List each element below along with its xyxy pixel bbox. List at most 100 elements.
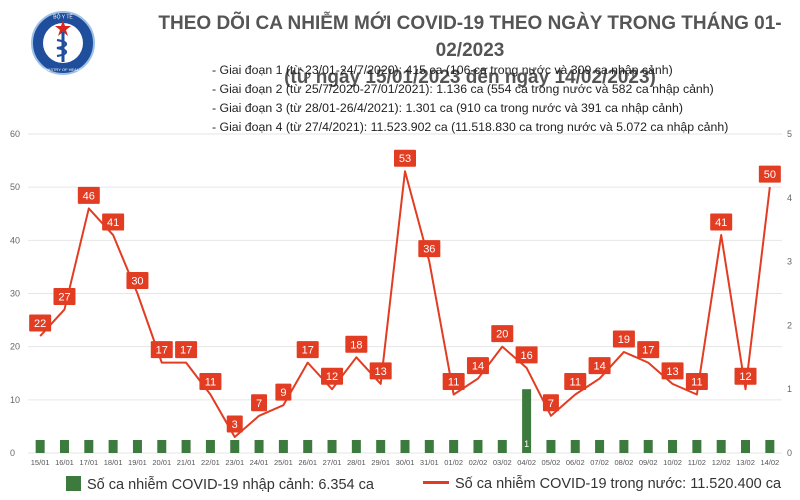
bar-imported <box>643 440 653 453</box>
line-data-label: 11 <box>448 377 459 389</box>
line-data-label: 20 <box>496 329 508 341</box>
bar-imported <box>254 440 264 453</box>
bar-imported <box>157 440 167 453</box>
line-label-box <box>102 213 125 231</box>
line-data-label: 12 <box>326 371 338 383</box>
line-label-box <box>150 341 173 359</box>
x-tick-label: 10/02 <box>663 458 682 467</box>
line-label-box <box>442 373 465 391</box>
bar-imported <box>181 440 191 453</box>
line-label-box <box>226 415 243 433</box>
line-data-label: 46 <box>83 190 95 202</box>
bar-imported <box>132 440 142 453</box>
y-right-tick-label: 4 <box>787 193 792 203</box>
y-left-tick-label: 40 <box>10 235 20 245</box>
bar-imported <box>400 440 410 453</box>
line-label-box <box>758 165 781 183</box>
line-label-box <box>321 367 344 385</box>
line-data-label: 41 <box>715 217 727 229</box>
x-tick-label: 17/01 <box>79 458 98 467</box>
line-data-label: 18 <box>350 339 362 351</box>
line-label-box <box>685 373 708 391</box>
chart-legend: Số ca nhiễm COVID-19 nhập cảnh: 6.354 ca… <box>0 474 800 496</box>
bar-imported <box>327 440 337 453</box>
line-data-label: 17 <box>302 345 314 357</box>
line-label-box <box>296 341 319 359</box>
bar-imported <box>449 440 459 453</box>
x-tick-label: 26/01 <box>298 458 317 467</box>
bar-imported <box>303 440 313 453</box>
line-label-box <box>345 335 368 353</box>
x-tick-label: 06/02 <box>566 458 585 467</box>
bar-imported <box>741 440 751 453</box>
legend-item-domestic: Số ca nhiễm COVID-19 trong nước: 11.520.… <box>423 476 781 492</box>
x-tick-label: 12/02 <box>712 458 731 467</box>
x-tick-label: 21/01 <box>177 458 196 467</box>
line-data-label: 41 <box>107 217 119 229</box>
legend-bar-swatch <box>66 476 81 491</box>
y-right-tick-label: 1 <box>787 384 792 394</box>
bar-imported <box>522 389 532 453</box>
bar-imported <box>692 440 702 453</box>
ministry-of-health-logo: BỘ Y TẾ MINISTRY OF HEALTH <box>31 11 95 75</box>
x-tick-label: 11/02 <box>688 458 706 467</box>
line-label-box <box>466 357 489 375</box>
bar-imported <box>351 440 361 453</box>
y-left-tick-label: 0 <box>10 448 15 458</box>
logo-text-bottom: MINISTRY OF HEALTH <box>42 67 84 72</box>
legend-item-imported: Số ca nhiễm COVID-19 nhập cảnh: 6.354 ca <box>66 476 374 493</box>
x-tick-label: 02/02 <box>469 458 488 467</box>
bar-imported <box>424 440 434 453</box>
line-label-box <box>661 362 684 380</box>
x-tick-label: 15/01 <box>31 458 50 467</box>
y-right-tick-label: 0 <box>787 448 792 458</box>
line-label-box <box>515 346 538 364</box>
x-tick-label: 07/02 <box>590 458 609 467</box>
line-label-box <box>77 186 100 204</box>
x-tick-label: 22/01 <box>201 458 220 467</box>
line-data-label: 7 <box>548 398 554 410</box>
y-left-tick-label: 50 <box>10 182 20 192</box>
x-tick-label: 01/02 <box>444 458 463 467</box>
line-label-box <box>637 341 660 359</box>
bar-imported <box>278 440 288 453</box>
phase-note-3: - Giai đoạn 3 (từ 28/01-26/4/2021): 1.30… <box>212 101 683 115</box>
line-label-box <box>126 272 149 289</box>
line-data-label: 17 <box>180 345 192 357</box>
x-tick-label: 23/01 <box>225 458 244 467</box>
x-tick-label: 18/01 <box>104 458 123 467</box>
line-data-label: 50 <box>764 169 776 181</box>
x-tick-label: 27/01 <box>323 458 342 467</box>
line-data-label: 16 <box>520 350 532 362</box>
line-label-box <box>612 330 635 348</box>
line-data-label: 53 <box>399 153 411 165</box>
line-label-box <box>710 213 733 231</box>
line-data-label: 14 <box>472 361 484 373</box>
line-data-label: 12 <box>739 371 751 383</box>
bar-imported <box>205 440 215 453</box>
x-tick-label: 08/02 <box>615 458 634 467</box>
x-tick-label: 09/02 <box>639 458 658 467</box>
line-label-box <box>275 383 292 401</box>
line-label-box <box>175 341 198 359</box>
line-data-label: 14 <box>593 361 605 373</box>
legend-line-swatch <box>423 481 449 484</box>
chart-title-line-1: THEO DÕI CA NHIỄM MỚI COVID-19 THEO NGÀY… <box>158 13 782 61</box>
line-data-label: 11 <box>570 377 581 389</box>
line-data-label: 13 <box>666 366 678 378</box>
line-data-label: 17 <box>642 345 654 357</box>
line-label-box <box>251 394 268 412</box>
phase-note-4: - Giai đoạn 4 (từ 27/4/2021): 11.523.902… <box>212 120 729 134</box>
y-left-tick-label: 10 <box>10 395 20 405</box>
line-label-box <box>491 325 514 343</box>
y-left-tick-label: 30 <box>10 289 20 299</box>
phase-note-1: - Giai đoạn 1 (từ 23/01-24/7/2020): 415 … <box>212 63 673 77</box>
x-tick-label: 19/01 <box>128 458 147 467</box>
line-data-label: 9 <box>280 387 286 399</box>
x-tick-label: 24/01 <box>250 458 269 467</box>
bar-imported <box>108 440 118 453</box>
bar-imported <box>473 440 483 453</box>
line-label-box <box>29 314 52 332</box>
line-data-label: 30 <box>131 276 143 288</box>
